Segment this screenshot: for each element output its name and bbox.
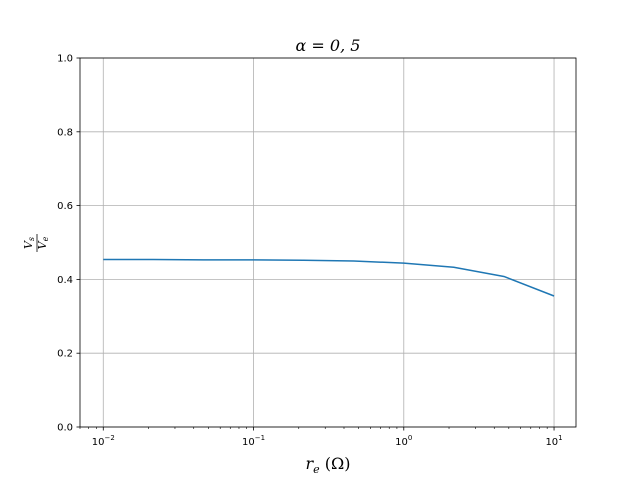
svg-text:Vs: Vs <box>22 237 36 249</box>
chart-title: α = 0, 5 <box>296 36 361 55</box>
x-tick-label: 100 <box>395 434 412 448</box>
x-tick-label: 101 <box>545 434 562 448</box>
y-tick-label: 1.0 <box>57 54 73 65</box>
y-tick-label: 0.2 <box>57 349 73 360</box>
x-tick-label: 10−2 <box>92 434 115 448</box>
series-layer <box>103 258 555 297</box>
tick-layer: 10−2 10−1 100 101 0.0 0.2 0.4 0.6 0.8 1.0 <box>57 54 563 449</box>
series-line <box>103 258 555 297</box>
y-tick-label: 0.0 <box>57 423 73 434</box>
x-axis-label: re (Ω) <box>305 454 350 476</box>
y-tick-label: 0.8 <box>57 127 73 138</box>
y-tick-label: 0.4 <box>57 275 73 286</box>
y-tick-label: 0.6 <box>57 201 73 212</box>
y-axis-label: Vs Ve <box>22 234 50 252</box>
grid-layer <box>80 57 576 428</box>
svg-text:Ve: Ve <box>36 236 50 249</box>
plot-frame <box>79 57 577 428</box>
x-tick-label: 10−1 <box>242 434 265 448</box>
